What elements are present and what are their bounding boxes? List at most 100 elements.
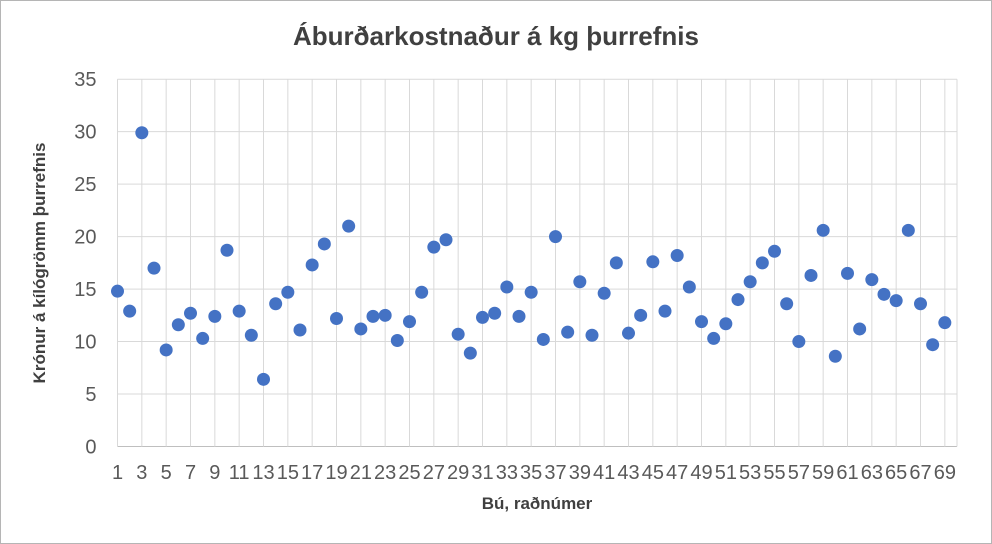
data-point [196,331,210,345]
x-tick-label: 33 [496,462,518,484]
data-point [378,308,392,322]
data-point [111,284,124,298]
data-point [354,322,368,336]
x-tick-label: 63 [861,462,883,484]
y-tick-label: 25 [74,174,96,196]
data-point [695,315,708,329]
data-point [244,328,258,342]
data-point [135,126,149,140]
x-tick-label: 59 [812,462,834,484]
y-tick-label: 35 [74,69,96,91]
data-point [293,323,307,337]
x-tick-label: 23 [374,462,396,484]
x-tick-label: 31 [471,462,493,484]
data-point [500,280,514,294]
x-tick-label: 67 [909,462,931,484]
data-point [731,293,745,307]
y-tick-label: 0 [85,437,96,459]
data-point [853,322,867,336]
data-point [865,273,879,287]
data-point [768,244,781,258]
x-tick-label: 65 [885,462,907,484]
x-tick-label: 21 [350,462,372,484]
data-point [792,335,806,349]
data-point [549,230,562,244]
data-point [439,233,453,247]
data-point [585,328,599,342]
data-point [488,306,502,320]
data-point [305,258,319,272]
x-tick-label: 51 [715,462,737,484]
x-tick-label: 5 [161,462,172,484]
data-point [524,285,538,299]
data-point [257,372,270,386]
data-point [573,275,587,289]
data-point [901,223,915,237]
x-tick-label: 27 [423,462,445,484]
data-point [427,240,441,254]
y-tick-label: 20 [74,227,96,249]
x-tick-label: 45 [642,462,664,484]
x-tick-label: 7 [185,462,196,484]
chart-title: Áburðarkostnaður á kg þurrefnis [293,21,699,51]
data-point [743,275,757,289]
x-tick-label: 15 [277,462,299,484]
x-tick-label: 25 [398,462,420,484]
data-point [622,326,635,340]
data-point [841,266,854,280]
data-point [476,310,489,324]
data-point [561,325,575,339]
data-point [342,219,356,233]
data-point [804,268,818,282]
x-tick-label: 17 [301,462,323,484]
data-point [403,315,416,329]
data-point [780,297,794,311]
data-point [658,304,672,318]
x-tick-label: 69 [934,462,956,484]
x-axis-title: Bú, raðnúmer [481,494,593,513]
data-point [208,309,222,323]
data-point [451,327,465,341]
x-tick-label: 43 [617,462,639,484]
data-point [755,256,769,270]
data-point [390,334,404,348]
data-point [816,223,830,237]
y-tick-label: 30 [74,122,96,144]
data-point [269,297,283,311]
x-tick-label: 57 [788,462,810,484]
x-tick-label: 29 [447,462,469,484]
data-point [877,287,891,301]
data-point [281,285,295,299]
data-point [646,255,660,269]
data-point [926,338,940,352]
data-point [512,309,526,323]
data-point [597,286,611,300]
y-tick-label: 10 [74,332,96,354]
data-point [123,304,137,318]
data-point [634,308,648,322]
data-point [914,297,927,311]
data-point [317,237,331,251]
y-tick-label: 15 [74,279,96,301]
data-point [682,280,696,294]
x-tick-label: 11 [229,462,250,484]
data-point [707,331,721,345]
data-point [670,249,684,263]
x-tick-label: 55 [763,462,785,484]
x-tick-label: 53 [739,462,761,484]
x-tick-label: 41 [593,462,615,484]
x-tick-label: 19 [325,462,347,484]
x-tick-label: 47 [666,462,688,484]
data-point [889,294,903,308]
data-point [938,316,952,330]
x-tick-label: 3 [136,462,147,484]
data-point [366,309,380,323]
data-point [159,343,173,357]
data-point [147,261,161,275]
x-tick-label: 9 [209,462,220,484]
x-tick-label: 49 [690,462,712,484]
x-tick-label: 13 [252,462,274,484]
data-point [184,306,197,320]
